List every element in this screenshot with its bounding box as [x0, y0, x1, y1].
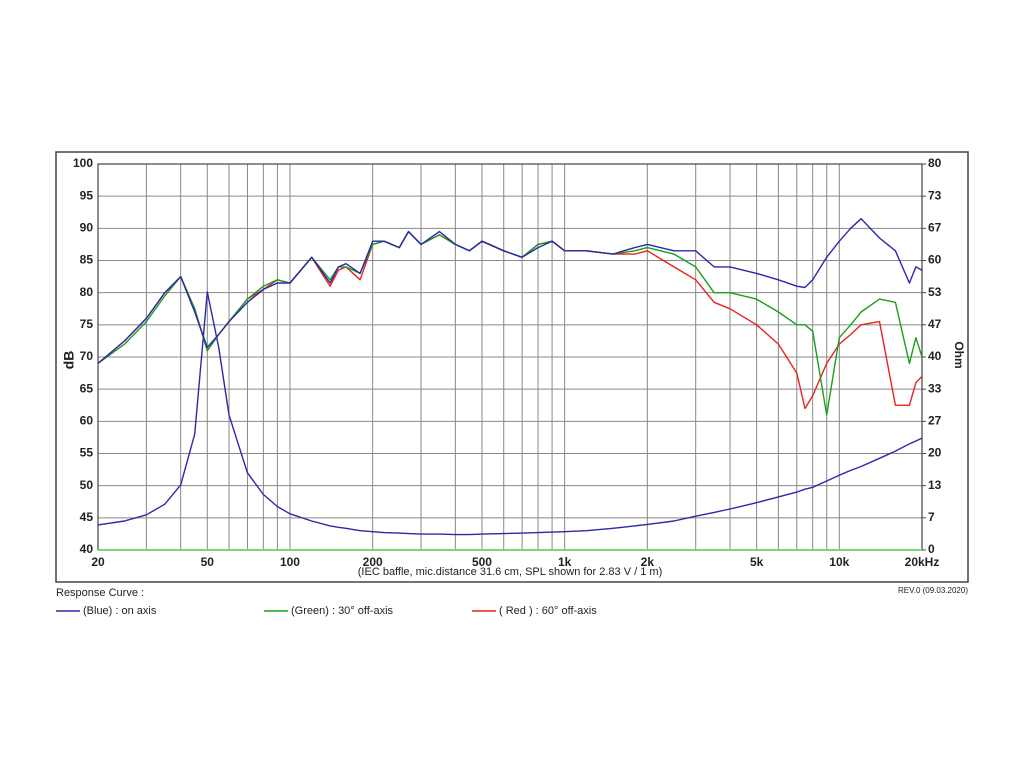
y-tick-label: 75	[80, 317, 94, 331]
y2-tick-label: 53	[928, 285, 942, 299]
y-tick-label: 95	[80, 188, 94, 202]
y2-tick-label: 40	[928, 349, 942, 363]
y-tick-label: 40	[80, 542, 94, 556]
legend-label: (Blue) : on axis	[83, 605, 157, 617]
y2-tick-label: 27	[928, 414, 942, 428]
frame	[55, 151, 969, 583]
y2-tick-label: 47	[928, 317, 942, 331]
x-tick-label: 100	[280, 555, 300, 569]
y-tick-label: 80	[80, 285, 94, 299]
y2-axis-label: Ohm	[952, 341, 966, 368]
x-tick-label: 200	[363, 555, 383, 569]
note: (IEC baffle, mic.distance 31.6 cm, SPL s…	[358, 566, 662, 578]
series-line	[97, 291, 923, 536]
y2-tick-label: 73	[928, 188, 942, 202]
y-tick-label: 50	[80, 478, 94, 492]
y-tick-label: 55	[80, 446, 94, 460]
y2-tick-label: 67	[928, 221, 942, 235]
x-tick-label: 5k	[750, 555, 764, 569]
series-line	[97, 218, 923, 364]
y-tick-label: 65	[80, 381, 94, 395]
x-tick-label: 2k	[641, 555, 655, 569]
y-tick-label: 85	[80, 253, 94, 267]
series-line	[97, 230, 923, 410]
x-tick-label: 20kHz	[905, 555, 940, 569]
x-tick-label: 50	[201, 555, 215, 569]
y2-tick-label: 80	[928, 156, 942, 170]
y2-tick-label: 13	[928, 478, 942, 492]
legend-title: Response Curve :	[56, 587, 144, 599]
y-tick-label: 45	[80, 510, 94, 524]
y2-tick-label: 0	[928, 542, 935, 556]
legend-label: (Green) : 30° off-axis	[291, 605, 394, 617]
revision: REV.0 (09.03.2020)	[898, 586, 968, 595]
x-tick-label: 500	[472, 555, 492, 569]
y2-tick-label: 7	[928, 510, 935, 524]
x-tick-label: 10k	[829, 555, 849, 569]
series-line	[97, 230, 923, 416]
y-tick-label: 60	[80, 414, 94, 428]
x-tick-label: 20	[91, 555, 105, 569]
y2-tick-label: 20	[928, 446, 942, 460]
y-tick-label: 70	[80, 349, 94, 363]
y-axis-label: dB	[61, 351, 77, 370]
x-tick-label: 1k	[558, 555, 572, 569]
legend-label: ( Red ) : 60° off-axis	[499, 605, 597, 617]
y-tick-label: 90	[80, 221, 94, 235]
y2-tick-label: 60	[928, 253, 942, 267]
y-tick-label: 100	[73, 156, 93, 170]
y2-tick-label: 33	[928, 381, 942, 395]
